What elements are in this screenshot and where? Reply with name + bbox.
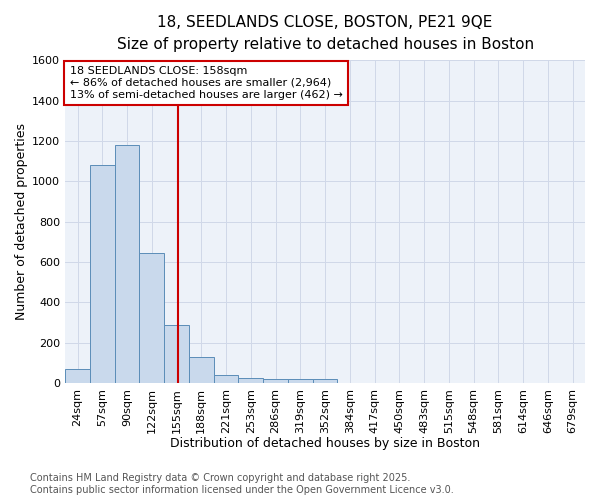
Text: Contains HM Land Registry data © Crown copyright and database right 2025.
Contai: Contains HM Land Registry data © Crown c… [30, 474, 454, 495]
Bar [90, 165, 115, 383]
Bar [164, 326, 189, 383]
Bar [263, 379, 288, 383]
Bar [115, 145, 139, 383]
Text: 18 SEEDLANDS CLOSE: 158sqm
← 86% of detached houses are smaller (2,964)
13% of s: 18 SEEDLANDS CLOSE: 158sqm ← 86% of deta… [70, 66, 343, 100]
Bar [214, 375, 238, 383]
Bar [139, 253, 164, 383]
Title: 18, SEEDLANDS CLOSE, BOSTON, PE21 9QE
Size of property relative to detached hous: 18, SEEDLANDS CLOSE, BOSTON, PE21 9QE Si… [116, 15, 533, 52]
Bar [238, 378, 263, 383]
Bar [65, 369, 90, 383]
Y-axis label: Number of detached properties: Number of detached properties [15, 123, 28, 320]
Bar [189, 357, 214, 383]
Bar [313, 379, 337, 383]
X-axis label: Distribution of detached houses by size in Boston: Distribution of detached houses by size … [170, 437, 480, 450]
Bar [288, 379, 313, 383]
